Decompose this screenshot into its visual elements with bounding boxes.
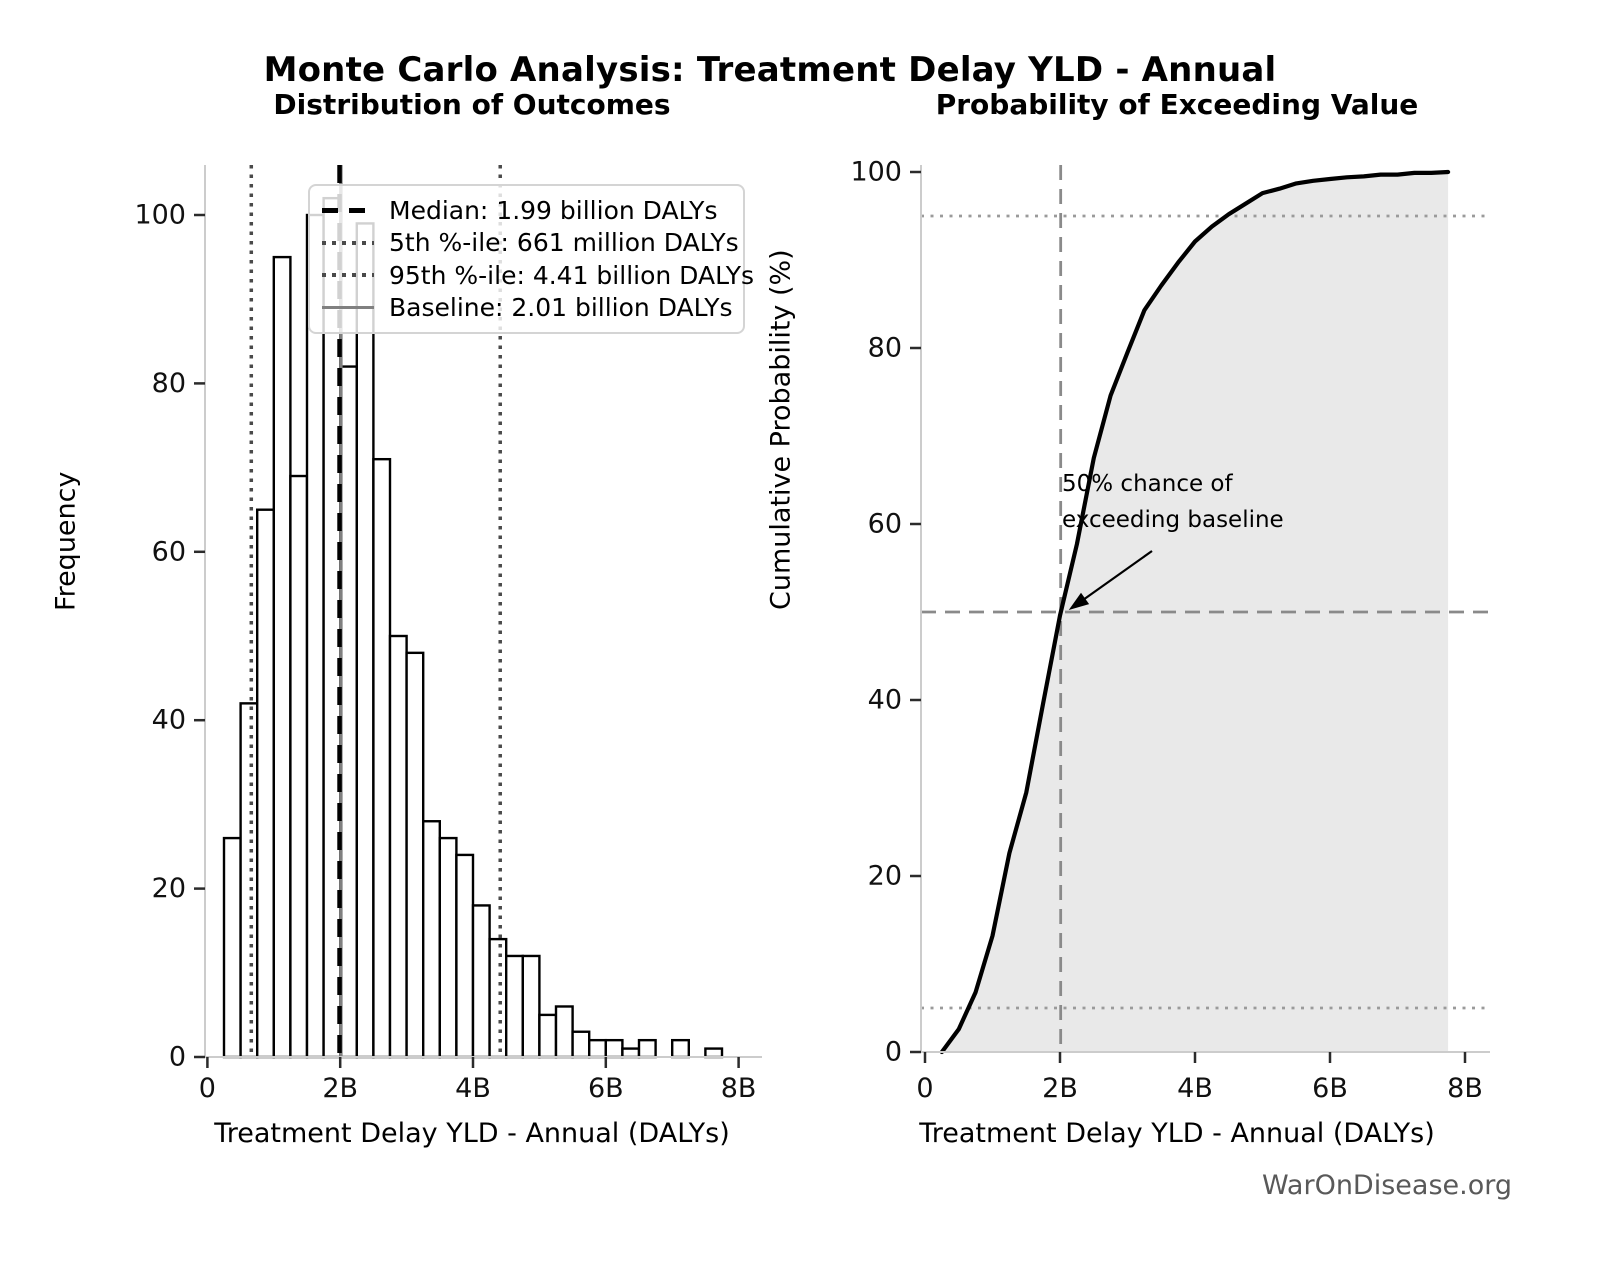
legend-item-baseline: Baseline: 2.01 billion DALYs — [322, 293, 733, 323]
histogram-bar — [505, 954, 525, 1059]
left-x-tick-label: 4B — [455, 1073, 491, 1104]
median-line-sample — [322, 207, 374, 213]
histogram-bar — [256, 508, 276, 1059]
legend-item-median: Median: 1.99 billion DALYs — [322, 196, 731, 225]
legend-label: 5th %-ile: 661 million DALYs — [389, 228, 739, 258]
legend-item-percentile-95: 95th %-ile: 4.41 billion DALYs — [322, 261, 754, 290]
histogram-bar — [388, 634, 408, 1059]
left-y-tick-label: 20 — [152, 873, 186, 904]
right-x-tick-label: 6B — [1312, 1073, 1348, 1104]
histogram-bar — [554, 1005, 574, 1059]
annotation-50pct-exceed-baseline: 50% chance of exceeding baseline — [1062, 466, 1284, 538]
left-y-tick-label: 60 — [152, 536, 186, 567]
left-x-axis-label: Treatment Delay YLD - Annual (DALYs) — [214, 1118, 730, 1149]
histogram-bar — [289, 474, 309, 1059]
left-x-tick-label: 6B — [588, 1073, 624, 1104]
histogram-bar — [405, 651, 425, 1059]
left-chart-title: Distribution of Outcomes — [273, 88, 671, 121]
right-x-tick-label: 8B — [1447, 1073, 1483, 1104]
annotation-line: exceeding baseline — [1062, 507, 1284, 533]
histogram-bar — [455, 853, 475, 1059]
right-x-tick-label: 4B — [1177, 1073, 1213, 1104]
figure-title: Monte Carlo Analysis: Treatment Delay YL… — [263, 50, 1277, 90]
histogram-bar — [604, 1038, 624, 1059]
histogram-bar — [488, 937, 508, 1059]
watermark: WarOnDisease.org — [1261, 1170, 1512, 1201]
left-y-tick-label: 40 — [152, 705, 186, 736]
right-y-tick-label: 0 — [885, 1037, 902, 1068]
histogram-bar — [355, 222, 375, 1059]
legend-label: Baseline: 2.01 billion DALYs — [389, 293, 733, 323]
annotation-arrow-shaft — [1078, 550, 1153, 604]
left-y-tick-label: 100 — [134, 200, 186, 231]
percentile-95-line-sample — [322, 273, 374, 278]
right-y-tick-label: 100 — [850, 157, 902, 188]
annotation-arrow-head — [1068, 592, 1090, 610]
histogram-bar — [621, 1047, 641, 1059]
legend-item-percentile-5: 5th %-ile: 661 million DALYs — [322, 228, 739, 257]
histogram-bar — [222, 836, 242, 1059]
right-chart-title: Probability of Exceeding Value — [935, 88, 1419, 121]
left-y-tick-label: 0 — [169, 1042, 186, 1073]
histogram-bar — [704, 1047, 724, 1059]
legend-label: Median: 1.99 billion DALYs — [389, 195, 718, 225]
percentile-5-line-sample — [322, 240, 374, 245]
left-x-tick-label: 2B — [322, 1073, 358, 1104]
legend: Median: 1.99 billion DALYs 5th %-ile: 661… — [308, 184, 754, 334]
histogram-bar — [305, 213, 325, 1059]
right-y-tick-label: 60 — [868, 509, 902, 540]
histogram-bar — [438, 836, 458, 1059]
histogram-bar — [521, 954, 541, 1059]
right-x-tick-label: 0 — [916, 1073, 933, 1104]
left-x-tick-label: 8B — [721, 1073, 757, 1104]
right-y-tick-label: 80 — [868, 333, 902, 364]
right-y-tick-label: 40 — [868, 685, 902, 716]
annotation-line: 50% chance of — [1062, 471, 1233, 497]
histogram-bar — [538, 1013, 558, 1059]
histogram-bar — [422, 820, 442, 1059]
histogram-bar — [272, 255, 292, 1059]
right-y-tick-label: 20 — [868, 861, 902, 892]
right-x-axis-label: Treatment Delay YLD - Annual (DALYs) — [919, 1118, 1435, 1149]
histogram-bar — [671, 1038, 691, 1059]
left-y-tick-label: 80 — [152, 368, 186, 399]
cdf-curve — [939, 169, 1451, 1055]
histogram-bar — [588, 1038, 608, 1059]
legend-label: 95th %-ile: 4.41 billion DALYs — [389, 260, 754, 290]
histogram-bar — [637, 1038, 657, 1059]
histogram-bar — [339, 365, 359, 1059]
histogram-bar — [471, 904, 491, 1059]
right-x-tick-label: 2B — [1042, 1073, 1078, 1104]
baseline-line-sample — [322, 306, 374, 310]
histogram-bar — [571, 1030, 591, 1059]
left-x-tick-label: 0 — [199, 1073, 216, 1104]
histogram-bar — [372, 457, 392, 1059]
histogram-bar — [239, 702, 259, 1059]
